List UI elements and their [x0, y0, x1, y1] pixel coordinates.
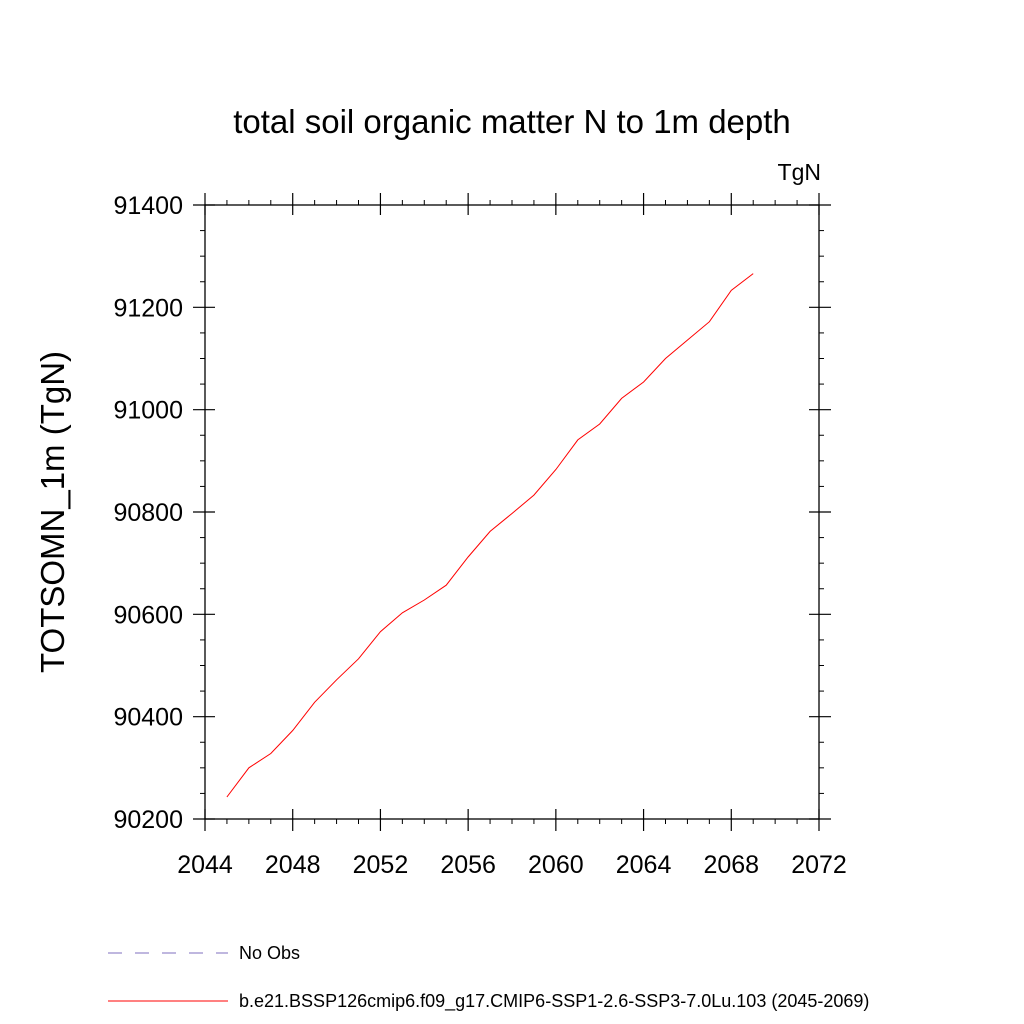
axis-ticks [193, 193, 831, 831]
y-axis-label: TOTSOMN_1m (TgN) [34, 351, 71, 673]
y-tick-label: 90400 [113, 704, 183, 732]
series-line-0 [226, 273, 754, 798]
y-tick-label: 90800 [113, 499, 183, 527]
tick-labels: 2044 2048 2052 2056 2060 2064 2068 2072 90200 904… [113, 192, 846, 879]
x-tick-label: 2072 [791, 851, 847, 879]
y-tick-label: 91000 [113, 397, 183, 425]
x-tick-label: 2048 [265, 851, 321, 879]
legend-label-1: b.e21.BSSP126cmip6.f09_g17.CMIP6-SSP1-2.… [239, 991, 869, 1012]
chart-title: total soil organic matter N to 1m depth [233, 103, 791, 140]
y-tick-label: 90600 [113, 601, 183, 629]
series-group [226, 273, 754, 798]
y-tick-label: 91400 [113, 192, 183, 220]
x-tick-label: 2044 [177, 851, 233, 879]
x-tick-label: 2056 [440, 851, 496, 879]
x-tick-label: 2064 [616, 851, 672, 879]
x-tick-label: 2052 [353, 851, 409, 879]
y-tick-label: 91200 [113, 294, 183, 322]
y-tick-label: 90200 [113, 806, 183, 834]
legend: No Obs b.e21.BSSP126cmip6.f09_g17.CMIP6-S… [108, 943, 869, 1012]
x-tick-label: 2060 [528, 851, 584, 879]
legend-label-0: No Obs [239, 943, 300, 963]
x-tick-label: 2068 [703, 851, 759, 879]
units-label: TgN [778, 159, 821, 185]
